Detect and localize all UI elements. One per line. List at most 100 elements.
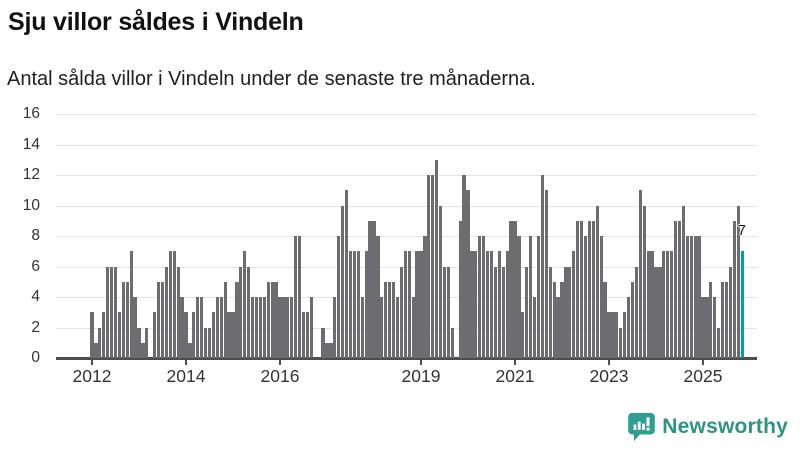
bar	[125, 281, 129, 358]
bar	[501, 266, 505, 358]
bar	[141, 342, 145, 358]
bar	[466, 190, 470, 358]
bar	[176, 266, 180, 358]
bar	[654, 266, 658, 358]
bar	[630, 281, 635, 358]
bar	[603, 281, 607, 358]
bar	[583, 236, 588, 358]
bar	[489, 251, 494, 358]
x-tick-label: 2012	[72, 366, 112, 386]
bar	[391, 281, 396, 358]
bar	[200, 297, 204, 358]
bar	[239, 266, 243, 358]
bar	[513, 220, 517, 358]
y-tick-label: 2	[31, 318, 40, 336]
bar	[278, 297, 282, 358]
bar	[548, 266, 552, 358]
bar	[587, 220, 591, 358]
bar	[560, 281, 564, 358]
bar	[478, 236, 482, 358]
bar	[525, 266, 529, 358]
bar	[717, 327, 721, 358]
bar	[172, 251, 176, 358]
bar	[650, 251, 654, 358]
bar	[305, 312, 309, 358]
bar	[90, 312, 94, 358]
y-tick-label: 12	[22, 166, 40, 183]
newsworthy-logo-text: Newsworthy	[662, 415, 788, 438]
bar	[728, 266, 732, 358]
bar	[247, 266, 251, 358]
y-tick-label: 0	[31, 349, 40, 366]
bar	[427, 175, 431, 358]
bar	[184, 312, 188, 358]
bar	[611, 312, 615, 358]
bar	[591, 220, 595, 358]
bar	[219, 297, 223, 358]
x-tick-label: 2025	[683, 366, 723, 386]
bar	[196, 297, 200, 358]
gridline	[56, 144, 757, 146]
bar	[102, 312, 106, 358]
bar	[540, 175, 544, 358]
bar	[556, 297, 560, 358]
newsworthy-logo[interactable]: Newsworthy	[628, 412, 788, 442]
bar	[634, 266, 638, 358]
bar	[435, 159, 439, 358]
bar	[431, 175, 435, 358]
bar	[188, 342, 192, 358]
bar	[474, 251, 478, 358]
bar	[109, 266, 114, 358]
bar	[290, 297, 294, 358]
bar	[415, 251, 419, 358]
bar	[732, 220, 736, 358]
bar	[446, 266, 450, 358]
y-tick-label: 4	[31, 288, 40, 305]
bar	[203, 327, 208, 358]
bar	[673, 220, 678, 358]
bar	[348, 251, 353, 358]
bar	[411, 297, 415, 358]
bar	[106, 266, 110, 358]
last-value-annotation: 7	[737, 222, 746, 240]
bar	[576, 220, 580, 358]
bar	[294, 236, 298, 358]
gridline	[56, 236, 757, 237]
bar	[372, 220, 376, 358]
bar	[509, 220, 513, 358]
bar	[493, 266, 497, 358]
x-tick	[420, 360, 422, 365]
bar	[160, 281, 165, 358]
bar	[442, 266, 447, 358]
bar	[180, 297, 184, 358]
bar	[192, 312, 196, 358]
bar	[94, 342, 98, 358]
y-tick-label: 16	[22, 105, 40, 122]
x-tick-label: 2014	[166, 366, 206, 386]
bar	[638, 190, 642, 358]
bar	[450, 327, 454, 358]
bar	[360, 297, 364, 358]
chart-subtitle: Antal sålda villor i Vindeln under de se…	[7, 68, 536, 90]
bar	[388, 281, 392, 358]
bar	[337, 236, 341, 358]
bar	[113, 266, 118, 358]
bar	[399, 266, 403, 358]
bar	[266, 281, 270, 358]
bar	[564, 266, 568, 358]
bar	[681, 205, 685, 358]
bar	[309, 297, 313, 358]
bar	[282, 297, 286, 358]
bar	[301, 312, 306, 358]
bar	[380, 297, 384, 358]
bar	[145, 327, 149, 358]
bar	[595, 205, 599, 358]
bar	[677, 220, 682, 358]
page-title: Sju villor såldes i Vindeln	[8, 8, 304, 36]
bar	[713, 297, 717, 358]
bar	[720, 281, 725, 358]
bar	[384, 281, 388, 358]
bar	[709, 281, 713, 358]
bar	[438, 205, 443, 358]
